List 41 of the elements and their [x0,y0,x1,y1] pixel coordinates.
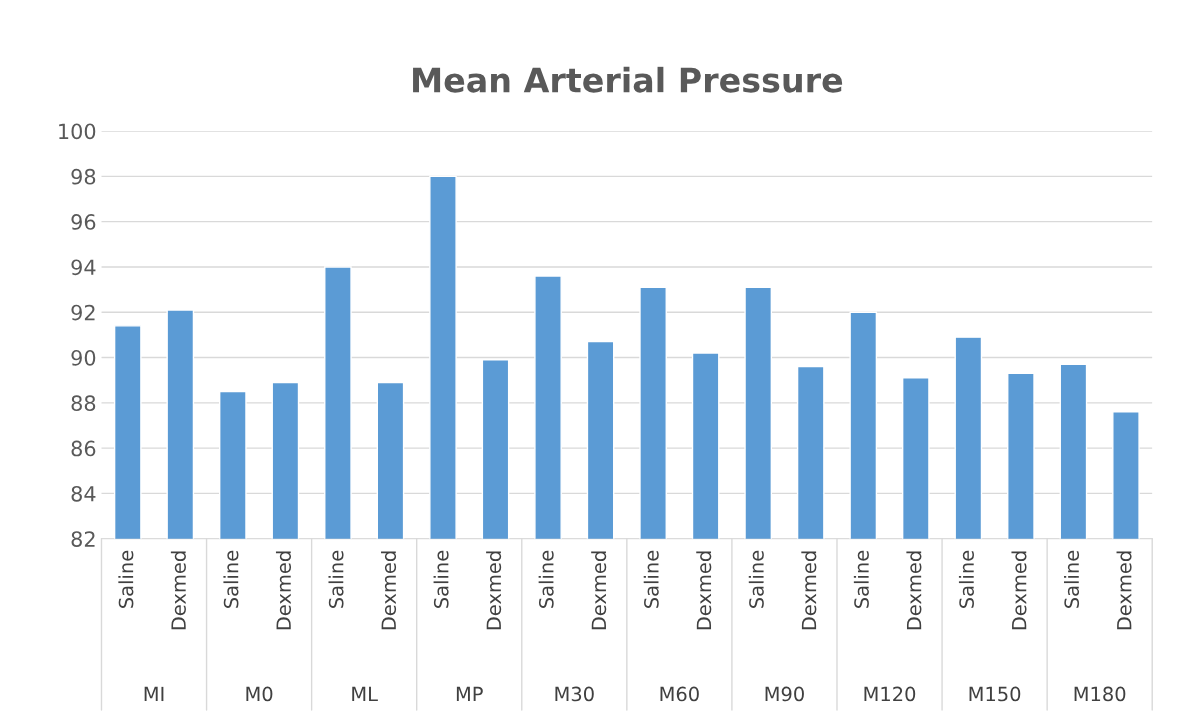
x-tick-label: Dexmed [381,551,397,630]
text: M150 [969,686,1021,702]
x-tick-label: Dexmed [591,551,607,630]
y-tick-label: 90 [71,349,96,366]
x-tick-label: Dexmed [801,551,817,630]
x-tick-label: Dexmed [486,551,502,630]
y-tick-label: 88 [71,395,96,412]
y-tick-label: 82 [71,531,95,547]
x-tick-label: Dexmed [906,551,922,630]
text: M0 [246,686,273,702]
text: MP [456,686,483,702]
text: M120 [864,686,916,702]
x-tick-label: Dexmed [1011,551,1027,630]
text: M180 [1074,686,1126,702]
x-tick-label: Saline [958,550,974,608]
text: MI [144,686,164,702]
y-tick-label: 86 [71,440,96,457]
y-tick-label: 84 [71,485,96,502]
x-tick-label: Saline [1064,550,1080,608]
y-tick-label: 94 [71,259,96,276]
text: M60 [660,686,699,702]
y-tick-label: 100 [59,123,96,140]
y-tick-label: 96 [71,214,96,230]
x-tick-label: Saline [643,550,659,608]
text: M90 [765,686,804,702]
x-tick-label: Dexmed [275,551,292,630]
text: ML [352,686,378,702]
x-tick-label: Dexmed [170,551,186,630]
y-tick-label: 92 [71,304,95,321]
x-tick-label: Saline [118,550,134,608]
x-tick-label: Saline [433,550,449,608]
x-tick-label: Saline [748,550,764,608]
x-tick-label: Dexmed [1116,551,1132,630]
text: M30 [555,686,594,702]
x-tick-label: Saline [538,550,554,608]
x-tick-label: Dexmed [696,551,712,630]
y-tick-label: 98 [71,168,96,185]
chart-title: Mean Arterial Pressure [413,66,843,93]
x-tick-label: Saline [853,550,869,608]
x-tick-label: Saline [223,550,239,608]
x-tick-label: Saline [328,550,344,608]
